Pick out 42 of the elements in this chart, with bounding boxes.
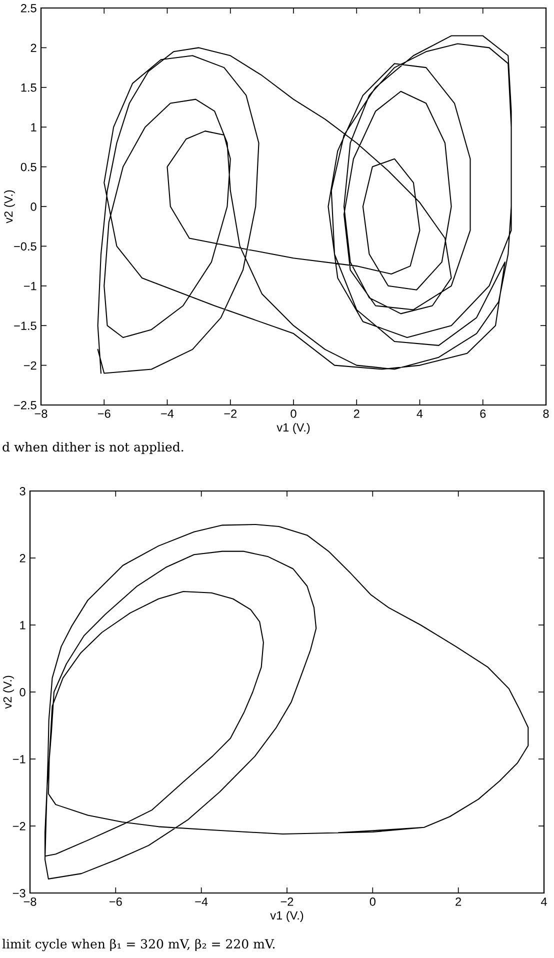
y-tick-label: 1.5 [21,84,36,92]
x-tick-label: −8 [24,897,36,906]
y-tick-label: −1 [24,282,36,290]
x-tick-label: −4 [195,898,208,906]
y-tick-label: −0.5 [14,242,36,251]
line-series [44,524,529,880]
x-tick-label: −6 [98,409,110,418]
y-axis-title: v2 (V.) [4,190,15,224]
x-tick-label: 2 [354,409,360,418]
x-tick-label: 8 [543,409,549,418]
y-tick-label: −1.5 [14,322,36,330]
y-tick-label: −2 [24,361,36,370]
y-tick-label: −2 [12,822,26,830]
y-tick-label: 2 [20,554,26,562]
y-tick-label: 1 [20,621,26,630]
y-tick-label: 2.5 [21,4,36,12]
x-tick-label: 4 [540,898,547,906]
x-tick-label: −8 [34,409,48,418]
x-tick-label: −2 [224,409,237,418]
x-tick-label: 0 [290,409,296,418]
y-tick-label: −1 [12,755,26,764]
y-tick-label: 0 [20,688,26,696]
y-tick-label: 3 [20,487,26,496]
y-tick-label: −2.5 [14,401,36,410]
text: d when dither is not applied. [2,442,184,454]
y-axis-title: v2 (V.) [2,676,14,709]
y-tick-label: 1 [31,123,36,132]
x-tick-label: 6 [480,409,486,418]
line-series [97,35,512,374]
x-tick-label: −6 [110,897,122,906]
x-tick-label: −4 [161,410,174,418]
x-axis-title: v1 (V.) [270,910,304,922]
x-tick-label: 0 [370,897,376,906]
x-axis-title: v1 (V.) [276,422,310,434]
text: limit cycle when β₁ = 320 mV, β₂ = 220 mV. [2,938,275,952]
x-tick-label: −2 [280,897,294,906]
y-tick-label: −3 [12,889,26,898]
x-tick-label: 4 [416,410,423,418]
x-tick-label: 2 [456,897,462,906]
y-tick-label: 0 [30,202,36,211]
y-tick-label: 0.5 [20,162,36,172]
y-tick-label: 2 [30,44,36,52]
